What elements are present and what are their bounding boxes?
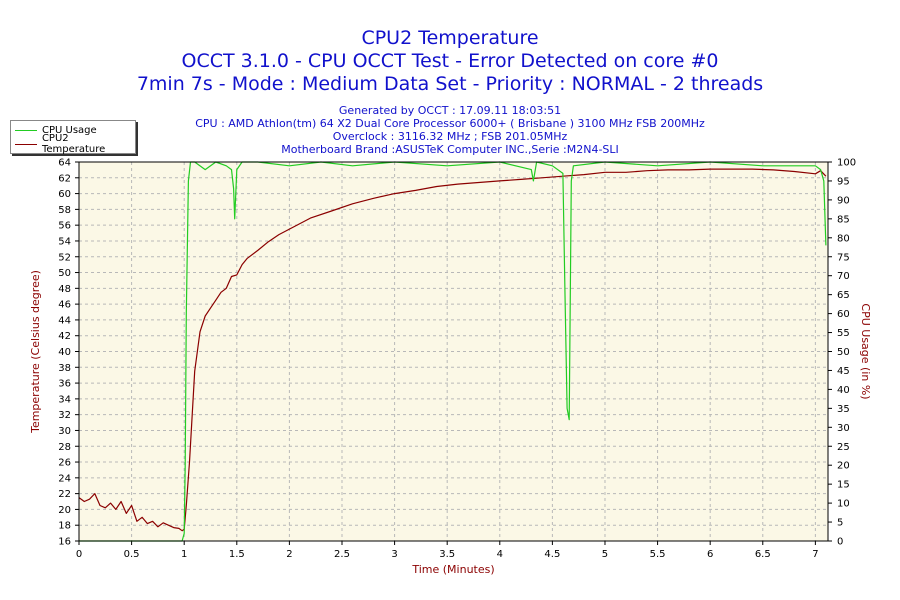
- y2-tick-label: 70: [837, 271, 850, 282]
- overclock-info: Overclock : 3116.32 MHz ; FSB 201.05MHz: [332, 130, 568, 143]
- y-tick-label: 16: [58, 537, 71, 548]
- y-tick-label: 54: [58, 236, 71, 247]
- y-axis-title: Temperature (Celsius degree): [29, 270, 42, 434]
- chart-subtitle-test: OCCT 3.1.0 - CPU OCCT Test - Error Detec…: [181, 50, 719, 72]
- x-tick-label: 4: [497, 549, 503, 560]
- y-tick-label: 20: [58, 505, 71, 516]
- y2-tick-label: 75: [837, 252, 850, 263]
- x-tick-label: 6: [707, 549, 713, 560]
- y-tick-label: 40: [58, 347, 71, 358]
- y-tick-label: 38: [58, 363, 71, 374]
- y-tick-label: 22: [58, 489, 71, 500]
- x-tick-label: 5: [602, 549, 608, 560]
- y2-tick-label: 95: [837, 176, 850, 187]
- y-tick-label: 24: [58, 473, 71, 484]
- y-tick-label: 64: [58, 158, 71, 169]
- y-tick-label: 30: [58, 426, 71, 437]
- y-tick-label: 48: [58, 284, 71, 295]
- y-tick-label: 18: [58, 521, 71, 532]
- legend-swatch-cpu-usage: [15, 129, 37, 131]
- x-tick-label: 1: [181, 549, 187, 560]
- y2-tick-label: 10: [837, 499, 850, 510]
- y-tick-label: 62: [58, 173, 71, 184]
- y-tick-label: 44: [58, 315, 71, 326]
- x-axis-title: Time (Minutes): [411, 563, 494, 576]
- y2-tick-label: 60: [837, 309, 850, 320]
- y2-tick-label: 65: [837, 290, 850, 301]
- y2-tick-label: 0: [837, 537, 843, 548]
- y-tick-label: 46: [58, 300, 71, 311]
- y2-tick-label: 25: [837, 442, 850, 453]
- x-tick-label: 2.5: [334, 549, 350, 560]
- y-tick-label: 60: [58, 189, 71, 200]
- y2-tick-label: 55: [837, 328, 850, 339]
- x-tick-label: 3.5: [439, 549, 455, 560]
- y2-tick-label: 15: [837, 480, 850, 491]
- x-tick-label: 6.5: [755, 549, 771, 560]
- legend-label-cpu-usage: CPU Usage: [42, 124, 97, 136]
- y2-axis-title: CPU Usage (in %): [859, 303, 872, 399]
- generated-info: Generated by OCCT : 17.09.11 18:03:51: [338, 104, 562, 117]
- cpu2-temperature-line: [78, 168, 827, 532]
- legend-label-cpu2-temperature: CPU2 Temperature: [41, 133, 106, 155]
- motherboard-info: Motherboard Brand :ASUSTeK Computer INC.…: [281, 143, 619, 156]
- x-tick-label: 4.5: [544, 549, 560, 560]
- y-tick-label: 56: [58, 221, 71, 232]
- x-tick-label: 5.5: [650, 549, 666, 560]
- x-tick-label: 2: [286, 549, 292, 560]
- y-tick-label: 32: [58, 410, 71, 421]
- y2-tick-label: 85: [837, 214, 850, 225]
- y2-tick-label: 45: [837, 366, 850, 377]
- x-tick-label: 1.5: [229, 549, 245, 560]
- y2-tick-label: 30: [837, 423, 850, 434]
- y-tick-label: 36: [58, 379, 71, 390]
- plot-frame: [78, 161, 829, 542]
- y2-tick-label: 80: [837, 233, 850, 244]
- y2-tick-label: 20: [837, 461, 850, 472]
- x-tick-label: 7: [812, 549, 818, 560]
- legend-item-cpu2-temperature: CPU2 Temperature: [15, 133, 135, 155]
- y2-tick-label: 50: [837, 347, 850, 358]
- y2-tick-label: 5: [837, 518, 843, 529]
- cpu-info: CPU : AMD Athlon(tm) 64 X2 Dual Core Pro…: [195, 117, 705, 130]
- x-tick-label: 3: [391, 549, 397, 560]
- legend-item-cpu-usage: CPU Usage: [15, 123, 97, 137]
- legend-swatch-cpu2-temperature: [15, 143, 37, 145]
- y-tick-label: 52: [58, 252, 71, 263]
- y-tick-label: 58: [58, 205, 71, 216]
- chart-title: CPU2 Temperature: [361, 27, 539, 49]
- y-tick-label: 26: [58, 458, 71, 469]
- y-tick-label: 42: [58, 331, 71, 342]
- chart-subtitle-mode: 7min 7s - Mode : Medium Data Set - Prior…: [136, 73, 764, 95]
- y-tick-label: 34: [58, 394, 71, 405]
- x-tick-label: 0.5: [124, 549, 140, 560]
- y2-tick-label: 40: [837, 385, 850, 396]
- y-tick-label: 28: [58, 442, 71, 453]
- y2-tick-label: 90: [837, 195, 850, 206]
- y2-tick-label: 100: [837, 158, 856, 169]
- x-tick-label: 0: [76, 549, 82, 560]
- y-tick-label: 50: [58, 268, 71, 279]
- chart-legend: CPU Usage CPU2 Temperature: [10, 120, 136, 155]
- y2-tick-label: 35: [837, 404, 850, 415]
